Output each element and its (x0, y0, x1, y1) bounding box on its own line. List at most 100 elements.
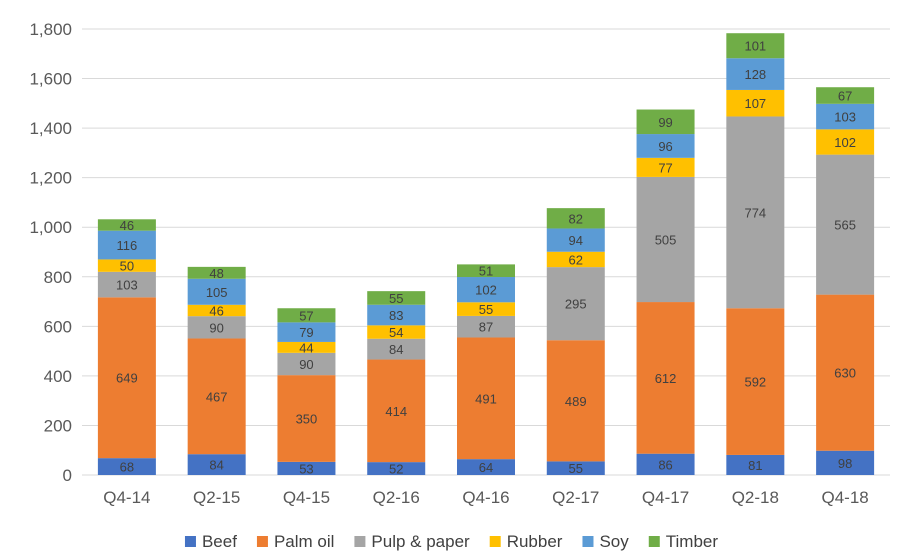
bar-segment (187, 266, 246, 279)
data-label: 87 (479, 320, 493, 335)
legend-label: Beef (202, 532, 237, 551)
data-label: 57 (299, 308, 313, 323)
data-label: 44 (299, 340, 313, 355)
data-label: 90 (299, 357, 313, 372)
data-label: 103 (116, 278, 138, 293)
bar-segment (546, 267, 605, 341)
bar-segment (816, 294, 875, 451)
bar-segment (367, 291, 426, 305)
bar-segment (726, 58, 785, 90)
data-label: 350 (296, 412, 318, 427)
bar-segment (636, 109, 695, 135)
data-label: 649 (116, 371, 138, 386)
y-tick-label: 1,200 (29, 169, 72, 188)
x-tick-label: Q4-14 (103, 488, 150, 507)
legend-swatch (648, 536, 660, 547)
bar-segment (367, 462, 426, 475)
data-label: 491 (475, 391, 497, 406)
data-label: 79 (299, 325, 313, 340)
data-label: 414 (385, 404, 407, 419)
bar-segment (187, 454, 246, 475)
data-label: 105 (206, 285, 228, 300)
y-tick-label: 600 (44, 317, 72, 336)
bar-segment (546, 340, 605, 462)
data-label: 592 (744, 375, 766, 390)
bar-segment (546, 208, 605, 229)
data-label: 81 (748, 458, 762, 473)
bar-segment (457, 337, 515, 460)
bar-segment (97, 219, 156, 231)
bar-segment (816, 103, 875, 130)
bar-segment (726, 454, 785, 475)
bar-segment (636, 453, 695, 475)
x-tick-label: Q4-17 (642, 488, 689, 507)
bar-segment (457, 459, 515, 475)
bar-segment (277, 322, 336, 342)
bar-segment (277, 352, 336, 376)
data-label: 774 (744, 205, 766, 220)
data-label: 83 (389, 308, 403, 323)
data-label: 48 (209, 266, 223, 281)
data-label: 86 (658, 457, 672, 472)
bar-segment (457, 315, 515, 338)
bar-segment (636, 134, 695, 158)
legend-swatch (354, 536, 366, 547)
bar-segment (816, 154, 875, 295)
bar-segment (726, 116, 785, 309)
data-label: 55 (389, 291, 403, 306)
data-label: 55 (569, 461, 583, 476)
bar-segment (726, 33, 785, 59)
y-tick-label: 1,800 (29, 20, 72, 39)
data-label: 295 (565, 297, 587, 312)
bar-segment (97, 271, 156, 298)
data-label: 82 (569, 211, 583, 226)
data-label: 96 (658, 139, 672, 154)
bar-segment (636, 157, 695, 177)
data-label: 99 (658, 115, 672, 130)
x-tick-label: Q2-18 (732, 488, 779, 507)
x-tick-label: Q2-17 (552, 488, 599, 507)
legend-label: Palm oil (274, 532, 334, 551)
data-label: 565 (834, 218, 856, 233)
bar-segment (367, 325, 426, 339)
data-label: 612 (655, 371, 677, 386)
data-label: 67 (838, 89, 852, 104)
data-label: 94 (569, 233, 583, 248)
data-label: 98 (838, 456, 852, 471)
y-tick-label: 1,600 (29, 70, 72, 89)
bar-segment (97, 297, 156, 459)
x-tick-label: Q2-15 (193, 488, 240, 507)
bar-segment (277, 461, 336, 475)
bar-segment (546, 251, 605, 268)
data-label: 102 (475, 283, 497, 298)
bar-segment (277, 341, 336, 353)
bar-segment (457, 264, 515, 278)
data-label: 90 (209, 320, 223, 335)
bar-segment (277, 375, 336, 462)
data-label: 128 (744, 67, 766, 82)
bar-segment (187, 278, 246, 305)
bar-segment (546, 461, 605, 475)
y-tick-label: 400 (44, 367, 72, 386)
bar-segment (816, 129, 875, 155)
x-tick-label: Q2-16 (373, 488, 420, 507)
bar-segment (367, 359, 426, 463)
data-label: 52 (389, 462, 403, 477)
legend-label: Pulp & paper (371, 532, 470, 551)
data-label: 64 (479, 460, 493, 475)
data-label: 102 (834, 135, 856, 150)
bar-segment (97, 259, 156, 272)
data-label: 101 (744, 39, 766, 54)
data-label: 103 (834, 110, 856, 125)
data-label: 467 (206, 389, 228, 404)
data-label: 50 (120, 259, 134, 274)
x-tick-label: Q4-16 (462, 488, 509, 507)
x-tick-label: Q4-15 (283, 488, 330, 507)
bar-segment (97, 458, 156, 475)
data-label: 116 (117, 238, 138, 253)
bar-segment (816, 450, 875, 475)
data-label: 51 (479, 264, 493, 279)
bar-segment (726, 89, 785, 117)
